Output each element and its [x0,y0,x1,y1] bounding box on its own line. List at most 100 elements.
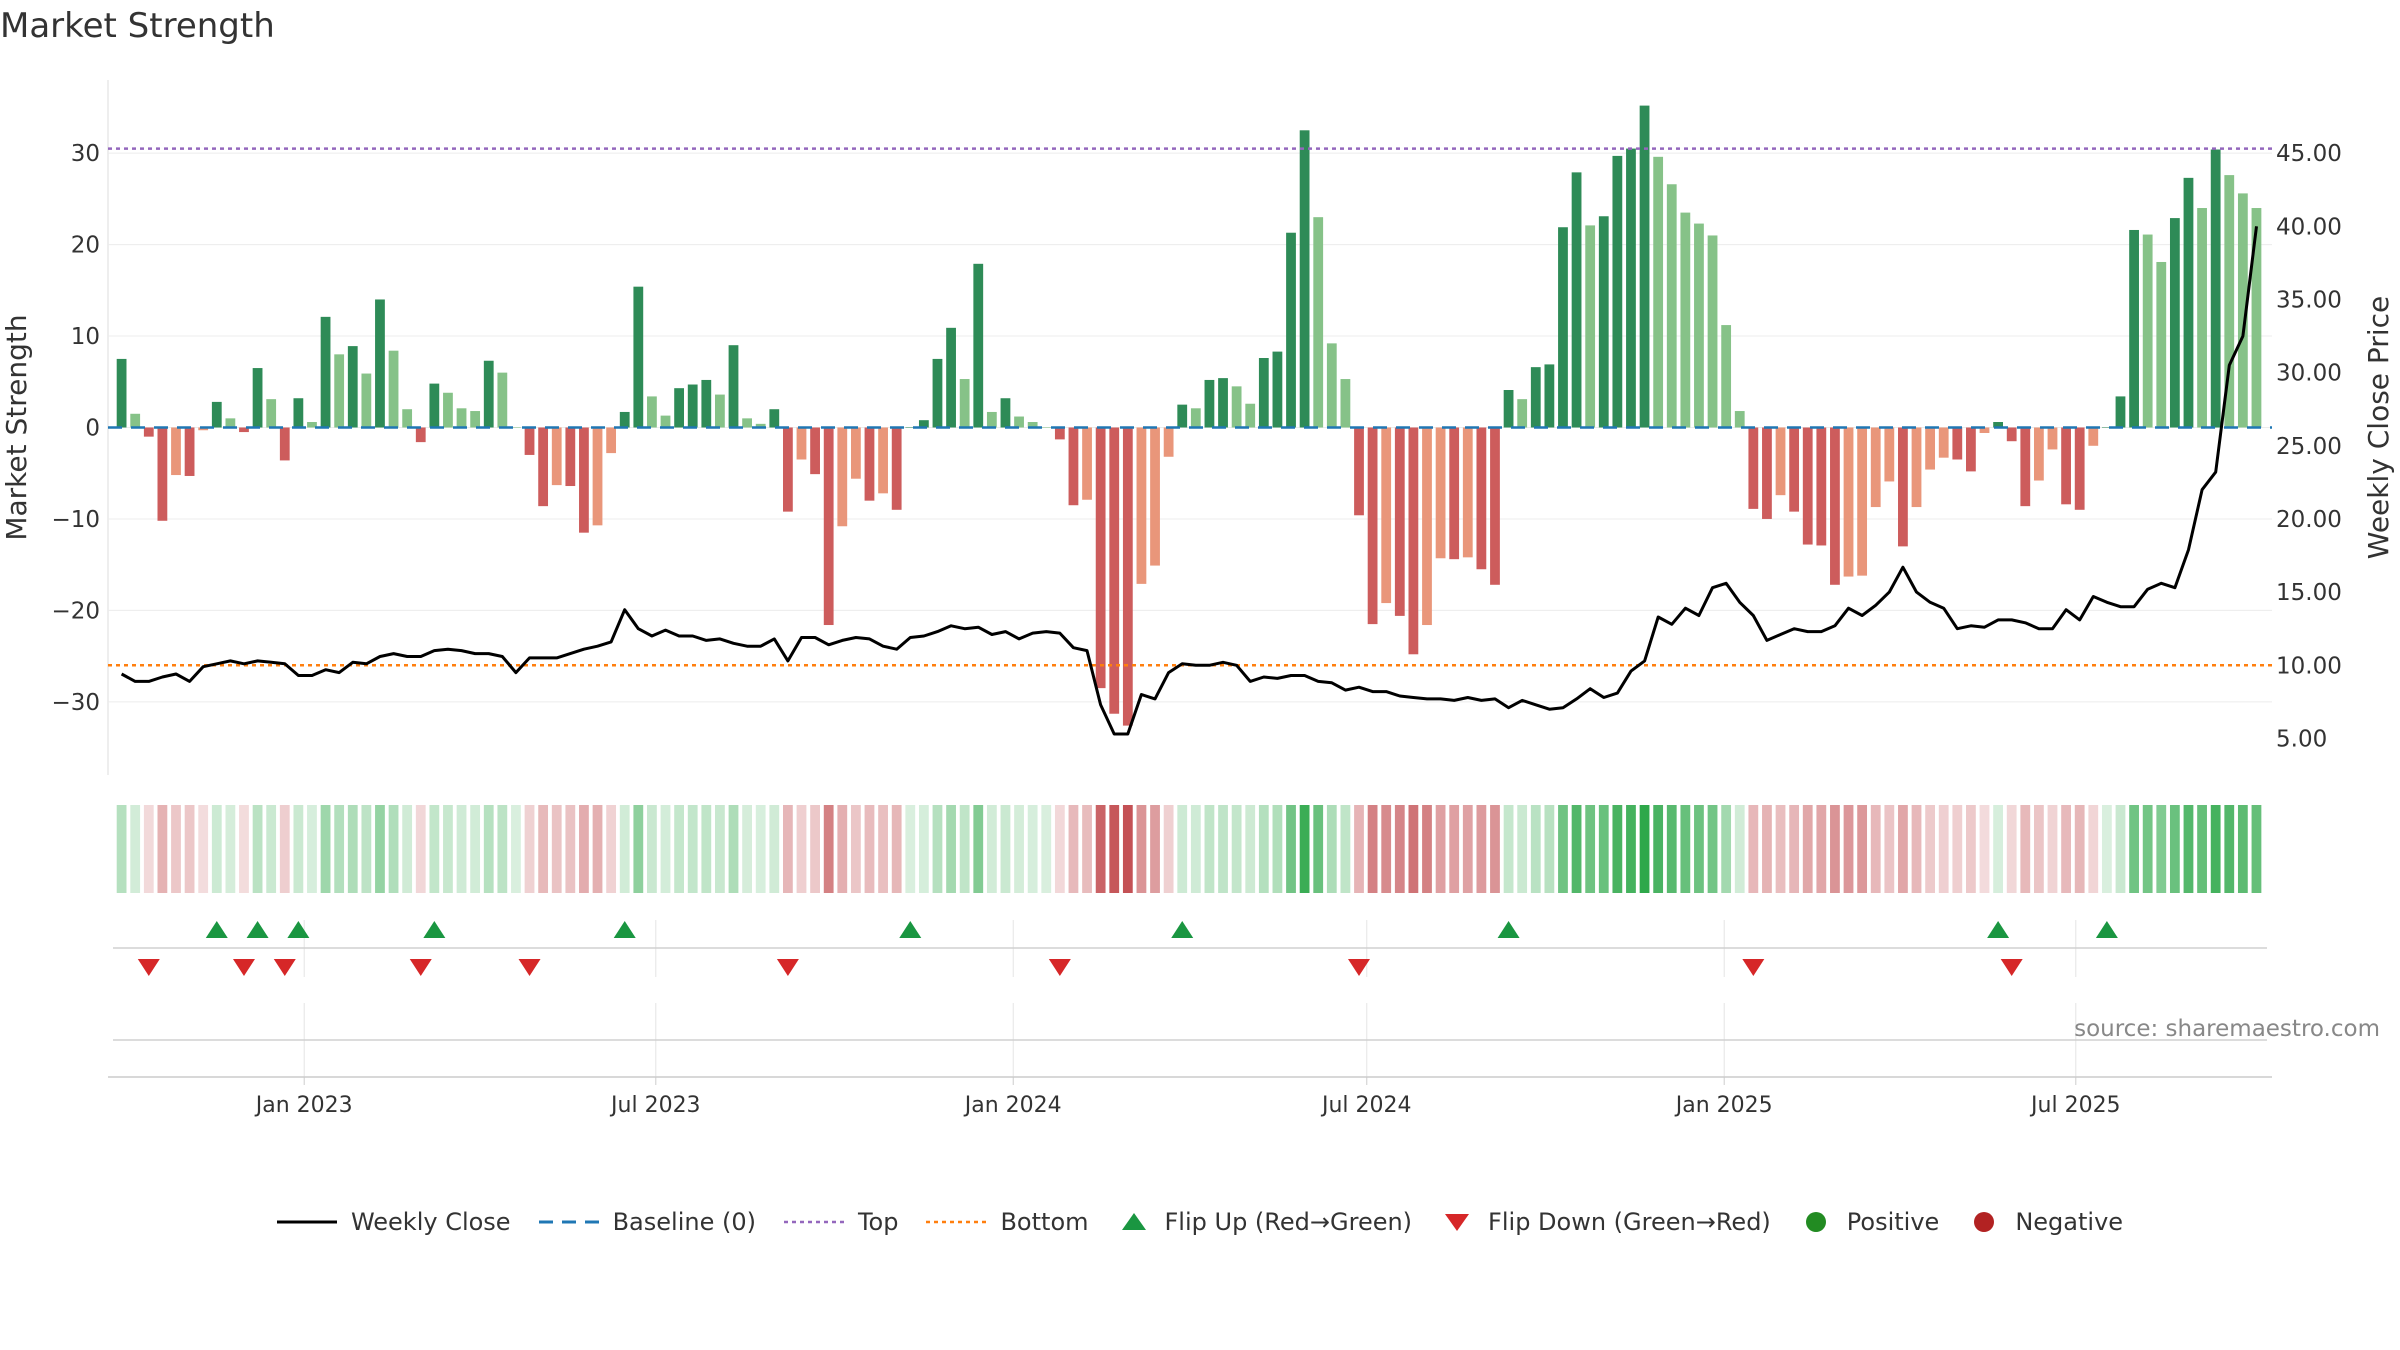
strength-bar [1789,427,1800,512]
heat-strip-cell [2169,805,2180,893]
strength-bar [402,409,413,428]
heat-strip-cell [538,805,549,893]
weekly-close-legend-icon [276,1220,337,1224]
strength-bar [565,427,576,487]
strength-bar [1122,427,1133,726]
y-tick-label: −30 [51,690,100,716]
strength-bar [850,427,861,479]
heat-strip-cell [932,805,943,893]
heat-strip-cell [1898,805,1908,893]
strength-bar [1326,343,1337,428]
strength-bar [2142,234,2153,428]
strength-bar [1476,427,1487,570]
heat-strip-cell [1408,805,1419,893]
heat-strip-cell [1802,805,1813,893]
strength-bar [1313,217,1324,428]
heat-strip-cell [1340,805,1351,893]
y2-tick-label: 25.00 [2276,434,2342,460]
heat-strip-cell [483,805,494,893]
heat-strip-cell [2156,805,2167,893]
strength-bar [1952,427,1963,460]
strength-bar [660,415,671,428]
strength-bar [973,263,984,428]
heat-strip-cell [116,805,127,893]
strength-bar [1150,427,1160,566]
flip-up-marker [423,921,446,938]
flip-down-marker [273,959,296,976]
strength-bar [511,427,521,428]
strength-bar [1666,184,1677,428]
heat-strip-cell [1911,805,1922,893]
strength-bar [606,427,617,454]
heat-strip-cell [973,805,984,893]
heat-strip-cell [579,805,589,893]
heat-strip-cell [850,805,861,893]
heat-strip-cell [1462,805,1473,893]
heat-strip-cell [225,805,236,893]
heat-strip-cell [1258,805,1269,893]
heat-strip-cell [1190,805,1201,893]
strength-bar [1639,105,1650,428]
heat-strip-cell [1762,805,1772,893]
strength-bar [1095,427,1106,689]
top-legend-icon [783,1220,844,1224]
strength-bar [1626,148,1636,428]
heat-strip-cell [565,805,576,893]
strength-bar [171,427,181,476]
heat-strip-cell [647,805,657,893]
strength-bar [1830,427,1840,585]
flip-down-marker [409,959,432,976]
heat-strip-cell [837,805,848,893]
positive-legend-icon [1805,1212,1826,1232]
heat-strip-cell [2129,805,2139,893]
strength-bar [1204,379,1215,428]
strength-bar [334,354,345,428]
heat-strip-cell [796,805,807,893]
strength-bar [1367,427,1378,625]
strength-bar [1857,427,1868,576]
strength-bar [1762,427,1772,519]
heat-strip-cell [633,805,644,893]
x-tick-label: Jan 2025 [1674,1093,1773,1118]
strength-bar [2047,427,2058,450]
strength-bar [837,427,848,527]
strength-bar [130,413,141,428]
heat-strip-cell [1870,805,1881,893]
strength-bar [524,427,535,455]
heat-strip-cell [592,805,603,893]
strength-bar [946,327,956,428]
heat-strip-cell [130,805,141,893]
strength-bar [1503,390,1514,428]
strength-bar [388,350,399,428]
strength-bar [823,427,834,626]
heat-strip-cell [266,805,277,893]
strength-bar [2183,177,2194,428]
strength-bar [2251,208,2262,428]
heat-strip-cell [687,805,698,893]
legend-item-flip-up: Flip Up (Red→Green) [1117,1208,1413,1236]
strength-bar [1027,422,1038,428]
strength-bar [443,392,453,428]
strength-bar [1544,364,1555,428]
heat-strip-cell [1830,805,1840,893]
strength-bar [1041,427,1052,428]
heat-strip-cell [1313,805,1324,893]
legend-label: Flip Up (Red→Green) [1164,1208,1413,1236]
strength-bar [1381,427,1392,604]
heat-strip-cell [279,805,290,893]
heat-strip-cell [1054,805,1065,893]
heat-strip-cell [1721,805,1732,893]
strength-bar [538,427,549,507]
strength-bar [266,399,277,428]
strength-bar [1653,156,1664,428]
x-tick-label: Jul 2025 [2029,1093,2121,1118]
strength-bar [1462,427,1473,558]
legend-item-positive: Positive [1799,1208,1939,1236]
flip-down-marker [137,959,160,976]
heat-strip-cell [1626,805,1636,893]
strength-bar [1870,427,1881,508]
strength-bar [687,384,698,428]
strength-bar [1911,427,1922,508]
heat-strip-cell [252,805,263,893]
strength-bar [415,427,426,443]
